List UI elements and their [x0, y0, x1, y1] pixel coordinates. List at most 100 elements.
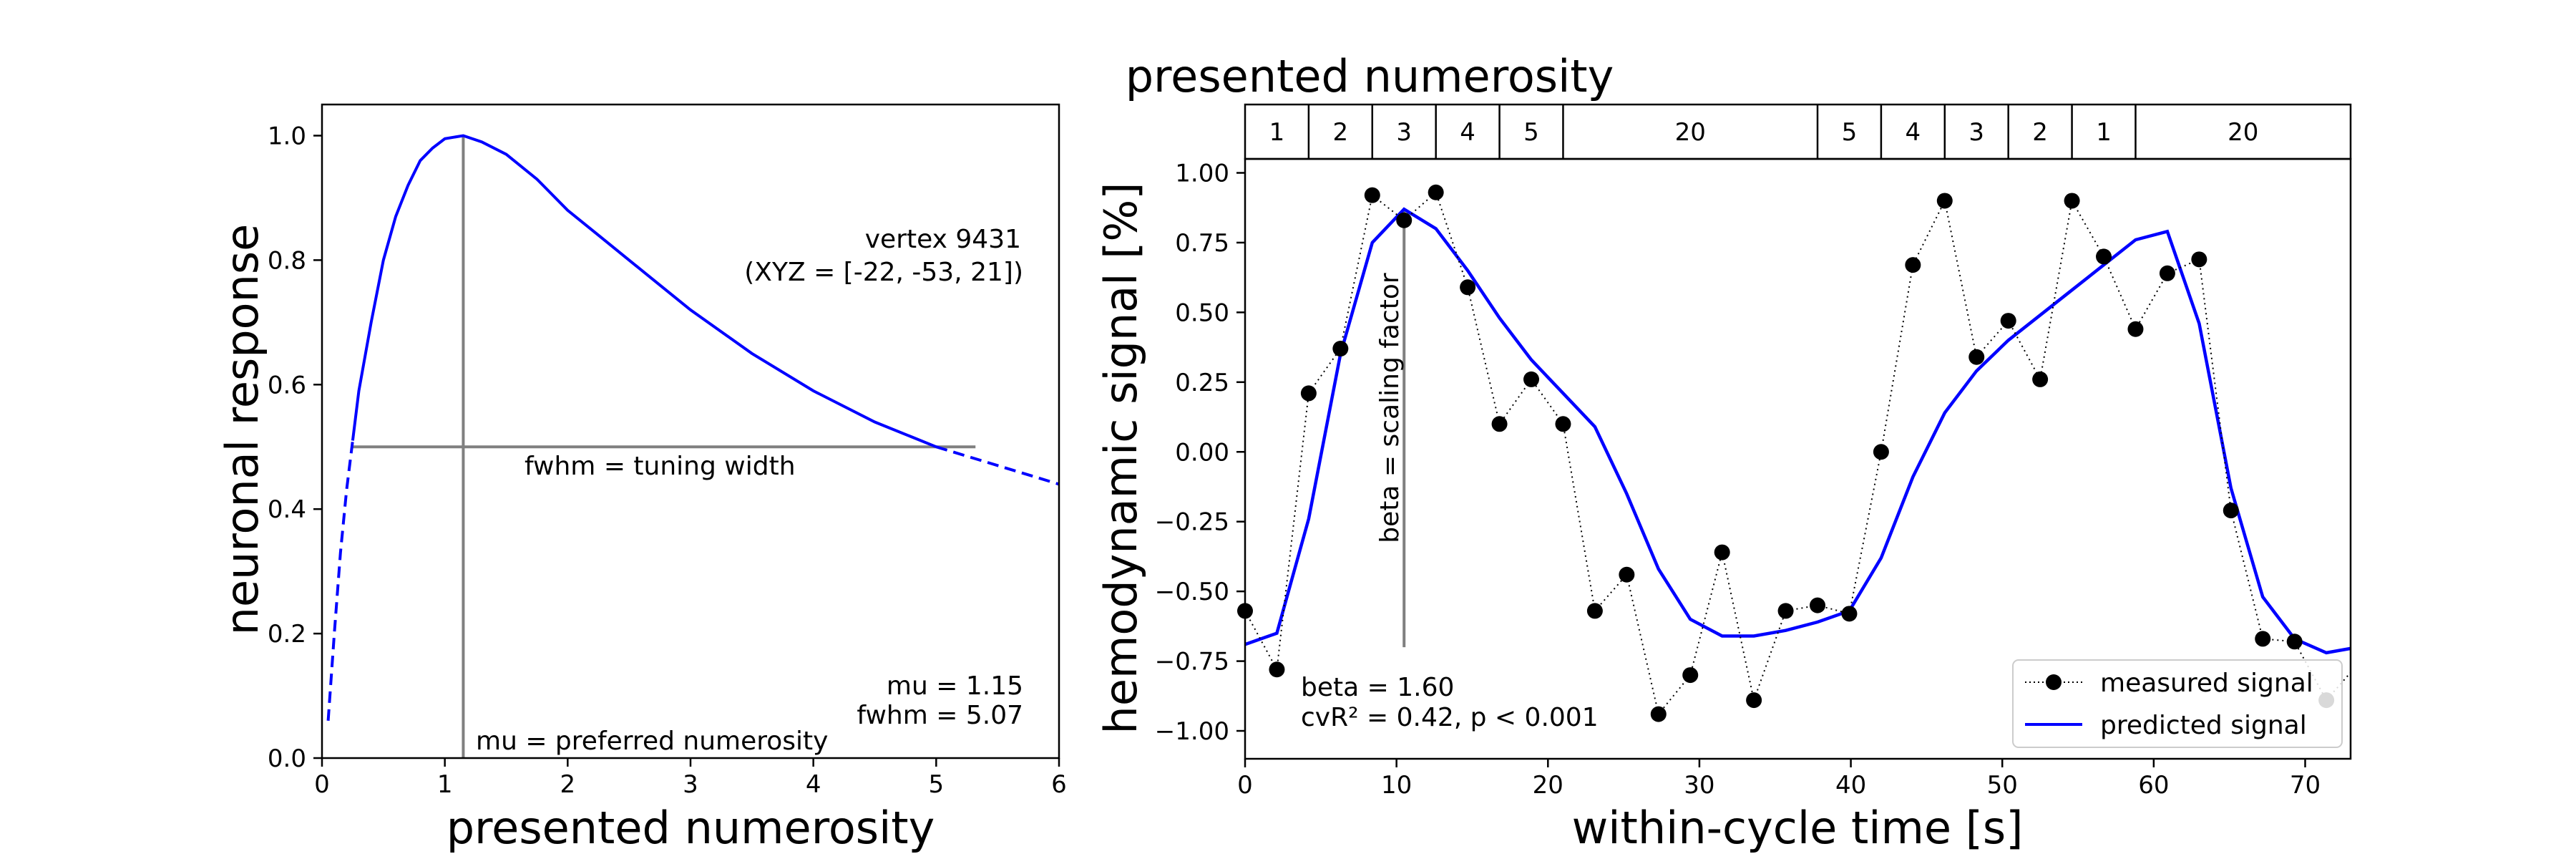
- stimulus-block-label: 2: [2032, 118, 2048, 147]
- left-x-tick-label: 5: [929, 770, 945, 799]
- right-chart-title: presented numerosity: [1126, 50, 1614, 102]
- stimulus-block-label: 5: [1842, 118, 1858, 147]
- right-x-tick-label: 40: [1835, 771, 1866, 800]
- stimulus-block-label: 20: [2228, 118, 2258, 147]
- measured-signal-point: [1841, 606, 1858, 622]
- left-x-tick-label: 1: [437, 770, 453, 799]
- left-y-tick-label: 0.6: [268, 371, 306, 399]
- left-y-tick-label: 0.2: [268, 620, 306, 649]
- right-chart: presented numerosity 1 2 3 4 5 20 5 4 3 2 1 20 0 10 2…: [1095, 50, 2352, 854]
- left-guides: [352, 135, 976, 758]
- measured-signal-point: [1555, 416, 1571, 432]
- measured-signal-line: [1244, 191, 2351, 716]
- left-x-tick-label: 2: [560, 770, 576, 799]
- stimulus-block-label: 3: [1968, 118, 1984, 147]
- measured-signal-point: [2032, 371, 2049, 387]
- measured-signal-point: [1460, 279, 1476, 296]
- stimulus-block-label: 2: [1333, 118, 1349, 147]
- measured-signal-point: [1905, 257, 1921, 273]
- measured-signal-point: [1968, 349, 1985, 365]
- legend-measured-marker: [2046, 674, 2062, 690]
- left-x-tick-label: 0: [314, 770, 330, 799]
- measured-signal-point: [1682, 667, 1699, 684]
- stimulus-block-label: 4: [1906, 118, 1921, 147]
- mu-label: mu = preferred numerosity: [476, 727, 828, 756]
- right-plot-frame: [1244, 157, 2352, 760]
- measured-signal-point: [1650, 706, 1667, 722]
- left-chart: 0 1 2 3 4 5 6 0.0 0.2 0.4 0.6 0.8 1.0 vertex 9431 (X…: [216, 103, 1067, 854]
- right-ticks: 0 10 20 30 40 50 60 70 −1.00 −0.75 −0.50 −0.25 0.00 0…: [1155, 159, 2321, 800]
- left-x-tick-label: 3: [683, 770, 698, 799]
- stimulus-block-label: 3: [1396, 118, 1412, 147]
- tuning-curve-solid: [351, 134, 937, 449]
- stimulus-block-label: 5: [1523, 118, 1539, 147]
- legend: measured signal predicted signal: [2012, 659, 2343, 748]
- right-x-tick-label: 70: [2290, 771, 2321, 800]
- measured-signal-point: [1428, 184, 1444, 200]
- right-series: [1237, 184, 2351, 722]
- vertex-label-line2: (XYZ = [-22, -53, 21]): [744, 258, 1023, 287]
- right-x-tick-label: 60: [2138, 771, 2169, 800]
- right-y-tick-label: −1.00: [1155, 717, 1229, 746]
- stimulus-block-label: 20: [1675, 118, 1706, 147]
- measured-signal-point: [2064, 193, 2080, 209]
- left-y-tick-label: 0.4: [268, 495, 306, 524]
- stimulus-block-label: 1: [2096, 118, 2112, 147]
- legend-measured-label: measured signal: [2100, 669, 2313, 698]
- measured-signal-point: [1714, 544, 1730, 560]
- left-x-axis-label: presented numerosity: [447, 802, 935, 854]
- fwhm-value: fwhm = 5.07: [857, 701, 1023, 730]
- right-y-axis-label: hemodynamic signal [%]: [1095, 183, 1147, 734]
- tuning-curve-dashed-right: [935, 445, 1060, 486]
- fwhm-label: fwhm = tuning width: [525, 452, 796, 481]
- measured-signal-point: [1746, 692, 1762, 709]
- measured-signal-point: [2255, 631, 2271, 647]
- right-y-tick-label: −0.50: [1155, 578, 1229, 606]
- left-y-tick-label: 1.0: [268, 122, 306, 150]
- measured-signal-point: [1873, 444, 1889, 460]
- left-y-tick-label: 0.0: [268, 744, 306, 773]
- left-y-axis-label: neuronal response: [216, 224, 268, 636]
- vertex-label-line1: vertex 9431: [865, 225, 1021, 254]
- stimulus-block-label: 1: [1269, 118, 1285, 147]
- beta-value: beta = 1.60: [1301, 673, 1454, 702]
- measured-signal-point: [1586, 603, 1603, 619]
- legend-predicted-label: predicted signal: [2100, 711, 2307, 740]
- stimulus-block-label: 4: [1460, 118, 1475, 147]
- right-y-tick-label: −0.25: [1155, 508, 1229, 537]
- right-x-tick-label: 50: [1987, 771, 2018, 800]
- right-x-tick-label: 20: [1533, 771, 1563, 800]
- right-y-tick-label: 0.00: [1175, 438, 1229, 467]
- measured-signal-point: [1269, 661, 1285, 678]
- right-y-tick-label: 0.75: [1175, 229, 1229, 258]
- measured-signal-point: [2223, 503, 2239, 519]
- right-x-tick-label: 10: [1381, 771, 1412, 800]
- measured-signal-point: [2191, 251, 2207, 268]
- measured-signal-point: [2096, 248, 2112, 265]
- measured-signal-point: [1491, 416, 1508, 432]
- left-ticks: 0 1 2 3 4 5 6 0.0 0.2 0.4 0.6 0.8 1.0: [268, 122, 1067, 799]
- measured-signal-point: [1810, 597, 1826, 613]
- measured-signal-point: [1396, 212, 1413, 228]
- right-y-tick-label: 1.00: [1175, 159, 1229, 188]
- measured-signal-point: [1619, 566, 1635, 583]
- measured-signal-point: [2127, 321, 2144, 337]
- right-x-axis-label: within-cycle time [s]: [1572, 802, 2024, 854]
- measured-signal-point: [1777, 603, 1794, 619]
- left-y-tick-label: 0.8: [268, 246, 306, 275]
- measured-signal-point: [2159, 265, 2175, 281]
- right-y-tick-label: 0.25: [1175, 369, 1229, 397]
- right-x-tick-label: 0: [1237, 771, 1253, 800]
- left-x-tick-label: 4: [806, 770, 821, 799]
- measured-signal-point: [1300, 385, 1317, 402]
- measured-signal-point: [2286, 634, 2303, 650]
- measured-signal-point: [1523, 371, 1540, 387]
- fit-stats: cvR² = 0.42, p < 0.001: [1301, 703, 1599, 732]
- measured-signal-point: [1332, 341, 1349, 357]
- left-x-tick-label: 6: [1051, 770, 1067, 799]
- measured-signal-point: [1936, 193, 1953, 209]
- right-y-tick-label: −0.75: [1155, 648, 1229, 676]
- mu-value: mu = 1.15: [887, 671, 1023, 701]
- stimulus-blocks: 1 2 3 4 5 20 5 4 3 2 1 20: [1244, 103, 2352, 160]
